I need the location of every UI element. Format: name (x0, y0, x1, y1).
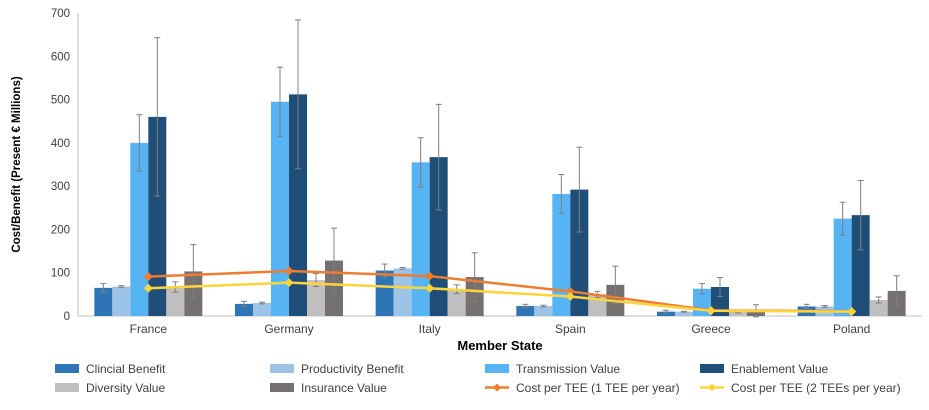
bar-diversity-value-germany (307, 280, 325, 316)
bar-transmission-value-spain (552, 193, 571, 316)
bar-clincial-benefit-france (94, 287, 113, 316)
point-cost-per-tee-1-tee-per-year-italy (425, 271, 435, 281)
line-cost-per-tee-2-tees-per-year (148, 281, 852, 313)
bar-enablement-value-greece (711, 286, 729, 316)
x-tick-label-germany: Germany (264, 322, 313, 336)
point-cost-per-tee-2-tees-per-year-italy (425, 283, 435, 293)
x-tick-label-poland: Poland (833, 322, 870, 336)
legend-label-cost-per-tee-2-tees-per-year: Cost per TEE (2 TEEs per year) (731, 381, 901, 395)
bar-transmission-value-poland (833, 218, 852, 316)
bar-productivity-benefit-spain (534, 306, 553, 316)
x-tick-label-france: France (130, 322, 168, 336)
bar-clincial-benefit-italy (375, 270, 394, 316)
y-tick-label: 200 (51, 224, 70, 236)
legend: Clincial Benefit Productivity Benefit Tran… (55, 362, 901, 395)
legend-label-diversity-value: Diversity Value (86, 381, 165, 395)
y-axis-title: Cost/Benefit (Present € Millions) (11, 76, 23, 253)
bar-diversity-value-greece (729, 311, 747, 316)
legend-label-transmission-value: Transmission Value (516, 362, 620, 376)
legend-label-enablement-value: Enablement Value (731, 362, 829, 376)
y-tick-label: 500 (51, 95, 70, 107)
bar-clincial-benefit-germany (235, 303, 253, 316)
lines (143, 266, 857, 317)
legend-swatch-productivity-benefit (270, 364, 294, 373)
legend-swatch-insurance-value (270, 383, 294, 392)
bar-diversity-value-poland (869, 299, 888, 316)
legend-label-cost-per-tee-1-tee-per-year: Cost per TEE (1 TEE per year) (516, 381, 680, 395)
legend-swatch-enablement-value (700, 364, 724, 373)
bar-diversity-value-france (166, 286, 185, 316)
bar-enablement-value-poland (851, 215, 870, 316)
point-cost-per-tee-2-tees-per-year-germany (284, 278, 294, 288)
bar-clincial-benefit-greece (657, 311, 675, 316)
bar-transmission-value-france (130, 142, 149, 316)
point-cost-per-tee-1-tee-per-year-france (143, 272, 153, 282)
legend-swatch-diversity-value (55, 383, 79, 392)
bars (94, 94, 906, 317)
y-tick-label: 600 (51, 51, 70, 63)
bar-diversity-value-italy (447, 289, 466, 316)
point-cost-per-tee-2-tees-per-year-france (143, 283, 153, 293)
point-cost-per-tee-1-tee-per-year-spain (565, 286, 575, 296)
y-tick-label: 100 (51, 268, 70, 280)
x-tick-label-spain: Spain (555, 322, 586, 336)
bar-productivity-benefit-france (112, 286, 131, 316)
y-tick-label: 0 (64, 311, 70, 323)
legend-swatch-transmission-value (485, 364, 509, 373)
point-cost-per-tee-1-tee-per-year-germany (284, 266, 294, 276)
error-bars (100, 19, 900, 318)
legend-marker-cost-per-tee-2-tees-per-year (708, 383, 716, 392)
legend-label-productivity-benefit: Productivity Benefit (301, 362, 404, 376)
bar-enablement-value-france (148, 116, 167, 316)
y-tick-label: 400 (51, 138, 70, 150)
x-axis-title: Member State (457, 338, 542, 353)
axes: 0 100 200 300 400 500 600 700 France Germany Italy… (11, 8, 922, 353)
x-tick-label-italy: Italy (419, 322, 441, 336)
bar-clincial-benefit-spain (516, 306, 535, 316)
legend-swatch-clincial-benefit (55, 364, 79, 373)
bar-enablement-value-spain (570, 189, 589, 316)
x-tick-label-greece: Greece (691, 322, 731, 336)
bar-transmission-value-italy (411, 162, 430, 316)
legend-marker-cost-per-tee-1-tee-per-year (493, 383, 501, 392)
point-cost-per-tee-2-tees-per-year-spain (565, 292, 575, 302)
bar-productivity-benefit-italy (393, 268, 412, 316)
y-tick-label: 700 (51, 8, 70, 20)
bar-productivity-benefit-germany (253, 303, 271, 316)
legend-label-clincial-benefit: Clincial Benefit (86, 362, 166, 376)
point-cost-per-tee-2-tees-per-year-poland (847, 307, 857, 317)
point-cost-per-tee-2-tees-per-year-greece (706, 306, 716, 316)
bar-transmission-value-germany (271, 101, 289, 316)
y-tick-label: 300 (51, 181, 70, 193)
legend-label-insurance-value: Insurance Value (301, 381, 387, 395)
bar-productivity-benefit-greece (675, 311, 693, 316)
bar-enablement-value-germany (289, 94, 307, 317)
